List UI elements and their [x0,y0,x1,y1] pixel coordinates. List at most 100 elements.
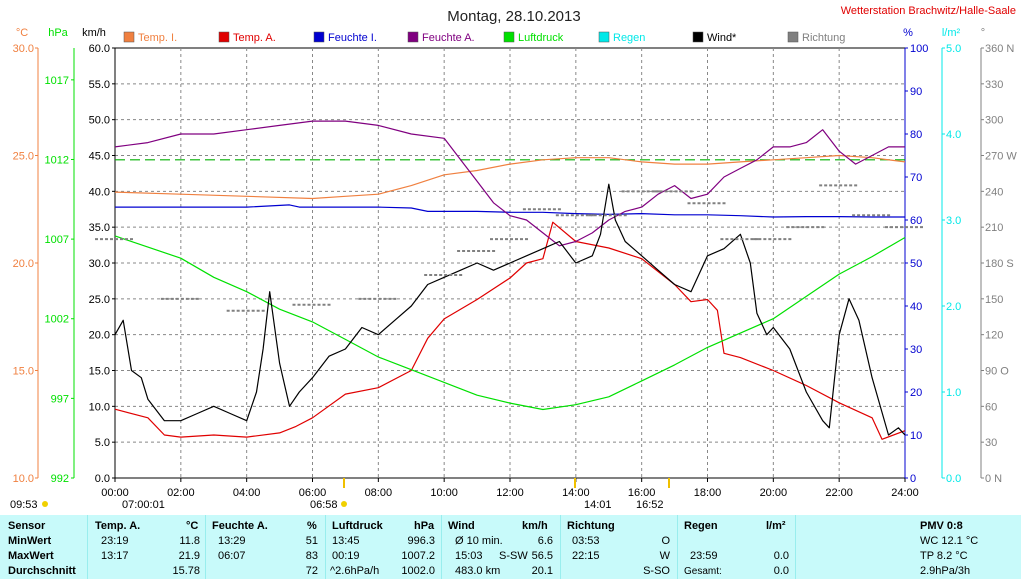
feuchte-a-header: Feuchte A. [212,520,268,532]
legend-swatch [787,31,799,43]
temp-a-avg-value: 15.78 [172,565,200,577]
x-tick-label: 00:00 [101,487,129,499]
hpa-tick-label: 1012 [45,154,69,166]
sun-marker-label: 07:00:01 [122,499,165,511]
x-tick-label: 08:00 [365,487,393,499]
x-tick-label: 10:00 [430,487,458,499]
temp-tick-label: 20.0 [13,258,34,270]
x-tick-label: 16:00 [628,487,656,499]
x-tick-label: 14:00 [562,487,590,499]
luftdruck-max-time: 00:19 [332,550,360,562]
dir-tick-label: 120 [985,330,1003,342]
hpa-tick-label: 992 [51,473,69,485]
regen-unit: l/m² [766,520,786,532]
wind-tick-label: 10.0 [89,401,110,413]
sun-markers: 09:53 07:00:01 06:58 14:01 16:52 [10,478,670,511]
luftdruck-unit: hPa [414,520,435,532]
row-label-max: MaxWert [8,550,54,562]
dir-tick-label: 150 [985,294,1003,306]
series-feuchte-a [114,120,905,247]
wind-tick-label: 45.0 [89,151,110,163]
pmv-wc: WC 12.1 °C [920,535,979,547]
legend-item: Richtung [787,31,845,44]
temp-a-header: Temp. A. [95,520,141,532]
row-label-sensor: Sensor [8,520,46,532]
percent-tick-label: 30 [910,344,922,356]
richtung-min-time: 03:53 [572,535,600,547]
sun-marker-label: 14:01 [584,499,612,511]
rain-tick-label: 3.0 [946,215,961,227]
feuchte-a-unit: % [307,520,317,532]
regen-max-time: 23:59 [690,550,718,562]
chart-title: Montag, 28.10.2013 [447,8,580,25]
legend-swatch [503,31,515,43]
temp-tick-label: 10.0 [13,473,34,485]
wind-max-time: 15:03 [455,550,483,562]
x-tick-label: 22:00 [825,487,853,499]
richtung-max-value: W [659,550,670,562]
wind-unit: km/h [522,520,548,532]
wind-tick-label: 30.0 [89,258,110,270]
percent-unit-label: % [903,27,913,39]
pmv-header: PMV 0:8 [920,520,963,532]
rain-unit-label: l/m² [942,27,961,39]
weather-chart: 00:00 02:00 04:00 06:00 08:00 10:00 12:00 14:00… [10,5,1018,511]
legend-item: Temp. A. [218,31,276,44]
temp-tick-label: 25.0 [13,151,34,163]
hpa-unit-label: hPa [48,27,68,39]
dir-tick-label: 0 N [985,473,1002,485]
rain-tick-label: 5.0 [946,43,961,55]
percent-tick-label: 20 [910,387,922,399]
wind-header: Wind [448,520,475,532]
richtung-header: Richtung [567,520,615,532]
sun-marker-label: 16:52 [636,499,664,511]
feuchte-a-max-time: 06:07 [218,550,246,562]
legend-item: Feuchte I. [313,31,377,44]
dir-tick-label: 360 N [985,43,1014,55]
legend-item: Temp. I. [123,31,177,44]
legend-swatch [598,31,610,43]
axes: 00:00 02:00 04:00 06:00 08:00 10:00 12:00 14:00… [13,43,1018,499]
sun-marker-label: 09:53 [10,499,38,511]
percent-tick-label: 60 [910,215,922,227]
station-name: Wetterstation Brachwitz/Halle-Saale [841,5,1016,17]
temp-unit-label: °C [16,27,28,39]
dir-tick-label: 330 [985,79,1003,91]
x-tick-label: 06:00 [299,487,327,499]
legend-item: Feuchte A. [407,31,475,44]
hpa-tick-label: 1002 [45,314,69,326]
summary-table: Sensor MinWert MaxWert Durchschnitt Temp… [0,515,1021,579]
series-temp-a [114,221,906,440]
series-temp-i [114,154,906,200]
feuchte-a-min-time: 13:29 [218,535,246,547]
legend: Temp. I. Temp. A. Feuchte I. Feuchte A. Luft… [123,31,845,44]
sun-dot [341,501,347,507]
temp-a-min-time: 23:19 [101,535,129,547]
legend-swatch [407,31,419,43]
legend-swatch [313,31,325,43]
luftdruck-trend: ^2.6hPa/h [330,565,380,577]
luftdruck-header: Luftdruck [332,520,383,532]
x-tick-label: 02:00 [167,487,195,499]
x-tick-label: 24:00 [891,487,919,499]
sunrise-dot [42,501,48,507]
temp-a-min-value: 11.8 [179,535,200,547]
wind-tick-label: 5.0 [95,437,110,449]
percent-tick-label: 70 [910,172,922,184]
legend-swatch [692,31,704,43]
regen-max-value: 0.0 [773,550,789,562]
dir-tick-label: 30 [985,437,997,449]
wind-unit-label: km/h [82,27,106,39]
wind-tick-label: 40.0 [89,186,110,198]
wind-tick-label: 35.0 [89,222,110,234]
x-tick-label: 18:00 [694,487,722,499]
wind-tick-label: 60.0 [89,43,110,55]
series-feuchte-i [115,204,905,218]
regen-total-value: 0.0 [773,565,789,577]
wind-distance: 483.0 km [455,565,501,577]
rain-tick-label: 2.0 [946,301,961,313]
wind-avg10-label: Ø 10 min. [455,535,503,547]
legend-label: Temp. I. [138,32,177,44]
wind-max-value: 56.5 [531,550,553,562]
richtung-max-time: 22:15 [572,550,600,562]
